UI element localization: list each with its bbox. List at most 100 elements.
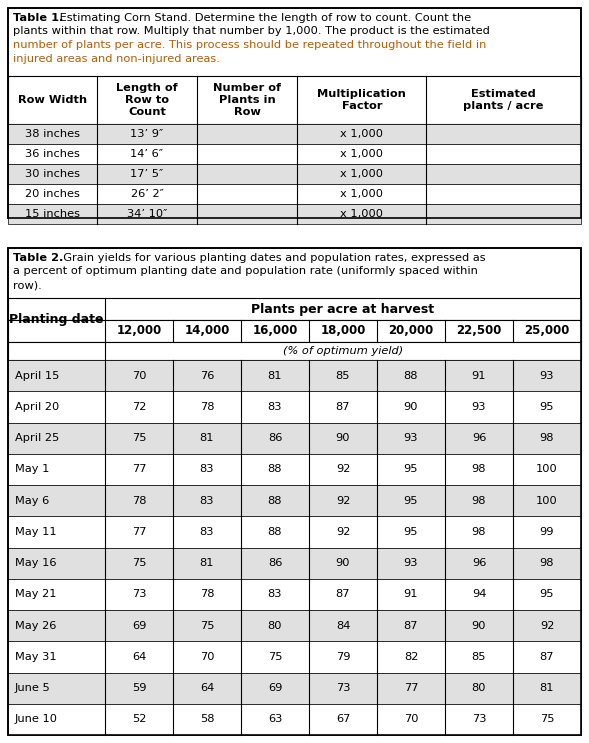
Text: 81: 81 (540, 683, 554, 693)
Text: 20,000: 20,000 (388, 325, 434, 337)
Text: 69: 69 (132, 620, 146, 631)
Text: 91: 91 (472, 371, 487, 380)
Text: 73: 73 (132, 589, 146, 600)
Text: April 15: April 15 (15, 371, 59, 380)
Bar (8, 485, 581, 516)
Text: May 31: May 31 (15, 652, 57, 662)
Text: 70: 70 (132, 371, 146, 380)
Text: 12,000: 12,000 (117, 325, 161, 337)
Text: 22,500: 22,500 (456, 325, 502, 337)
Text: 58: 58 (200, 714, 214, 724)
Text: 92: 92 (336, 496, 350, 506)
Text: 75: 75 (540, 714, 554, 724)
Text: 81: 81 (268, 371, 282, 380)
Text: Estimating Corn Stand. Determine the length of row to count. Count the: Estimating Corn Stand. Determine the len… (56, 13, 471, 23)
Bar (8, 8, 581, 218)
Bar (8, 342, 581, 360)
Text: April 25: April 25 (15, 433, 59, 443)
Text: 85: 85 (472, 652, 487, 662)
Text: 52: 52 (132, 714, 146, 724)
Text: Multiplication
Factor: Multiplication Factor (317, 89, 406, 111)
Text: 84: 84 (336, 620, 350, 631)
Text: 98: 98 (540, 433, 554, 443)
Text: (% of optimum yield): (% of optimum yield) (283, 346, 403, 356)
Text: May 6: May 6 (15, 496, 49, 506)
Text: plants within that row. Multiply that number by 1,000. The product is the estima: plants within that row. Multiply that nu… (13, 27, 490, 36)
Text: 98: 98 (472, 527, 487, 537)
Text: 20 inches: 20 inches (25, 189, 80, 199)
Bar (8, 392, 581, 423)
Text: 87: 87 (403, 620, 418, 631)
Text: 15 inches: 15 inches (25, 209, 80, 219)
Text: 72: 72 (132, 402, 146, 412)
Text: Length of
Row to
Count: Length of Row to Count (116, 83, 178, 117)
Text: May 26: May 26 (15, 620, 57, 631)
Text: 98: 98 (540, 558, 554, 568)
Text: 88: 88 (268, 464, 282, 474)
Text: 77: 77 (132, 464, 146, 474)
Text: April 20: April 20 (15, 402, 59, 412)
Text: 87: 87 (540, 652, 554, 662)
Text: 96: 96 (472, 558, 486, 568)
Text: 80: 80 (268, 620, 282, 631)
Text: 95: 95 (403, 527, 418, 537)
Text: 77: 77 (132, 527, 146, 537)
Text: Grain yields for various planting dates and population rates, expressed as: Grain yields for various planting dates … (56, 253, 485, 263)
Bar (8, 454, 581, 485)
Text: 80: 80 (472, 683, 487, 693)
Text: 30 inches: 30 inches (25, 169, 80, 179)
Text: Planting date: Planting date (9, 314, 104, 326)
Text: 63: 63 (268, 714, 282, 724)
Text: 92: 92 (540, 620, 554, 631)
Bar (8, 144, 581, 164)
Text: May 16: May 16 (15, 558, 57, 568)
Text: 17’ 5″: 17’ 5″ (130, 169, 164, 179)
Text: 34’ 10″: 34’ 10″ (127, 209, 167, 219)
Text: Estimated
plants / acre: Estimated plants / acre (464, 89, 544, 111)
Bar (8, 248, 581, 735)
Text: 94: 94 (472, 589, 486, 600)
Text: 38 inches: 38 inches (25, 129, 80, 139)
Text: number of plants per acre. This process should be repeated throughout the field : number of plants per acre. This process … (13, 40, 487, 50)
Text: 83: 83 (268, 402, 282, 412)
Text: 88: 88 (268, 496, 282, 506)
Text: Plants per acre at harvest: Plants per acre at harvest (252, 302, 435, 316)
Text: 83: 83 (200, 464, 214, 474)
Text: 83: 83 (200, 527, 214, 537)
Text: 98: 98 (472, 496, 487, 506)
Text: 86: 86 (268, 558, 282, 568)
Bar (8, 164, 581, 184)
Text: Table 1.: Table 1. (13, 13, 64, 23)
Bar (8, 320, 581, 342)
Text: a percent of optimum planting date and population rate (uniformly spaced within: a percent of optimum planting date and p… (13, 267, 478, 276)
Text: 25,000: 25,000 (524, 325, 570, 337)
Text: 93: 93 (403, 558, 418, 568)
Text: x 1,000: x 1,000 (340, 209, 383, 219)
Text: 13’ 9″: 13’ 9″ (130, 129, 164, 139)
Text: 78: 78 (200, 589, 214, 600)
Text: row).: row). (13, 280, 42, 290)
Text: June 10: June 10 (15, 714, 58, 724)
Text: 64: 64 (132, 652, 146, 662)
Text: 78: 78 (132, 496, 146, 506)
Text: 83: 83 (268, 589, 282, 600)
Text: 36 inches: 36 inches (25, 149, 80, 159)
Text: 85: 85 (336, 371, 350, 380)
Text: 69: 69 (268, 683, 282, 693)
Text: 87: 87 (336, 589, 350, 600)
Text: 95: 95 (403, 464, 418, 474)
Text: 73: 73 (336, 683, 350, 693)
Text: 81: 81 (200, 558, 214, 568)
Text: 76: 76 (200, 371, 214, 380)
Text: 93: 93 (403, 433, 418, 443)
Text: 93: 93 (472, 402, 487, 412)
Text: 75: 75 (132, 558, 146, 568)
Text: 78: 78 (200, 402, 214, 412)
Text: 86: 86 (268, 433, 282, 443)
Text: 100: 100 (536, 496, 558, 506)
Text: 88: 88 (403, 371, 418, 380)
Text: 59: 59 (132, 683, 146, 693)
Text: 83: 83 (200, 496, 214, 506)
Bar (8, 423, 581, 454)
Text: 95: 95 (540, 402, 554, 412)
